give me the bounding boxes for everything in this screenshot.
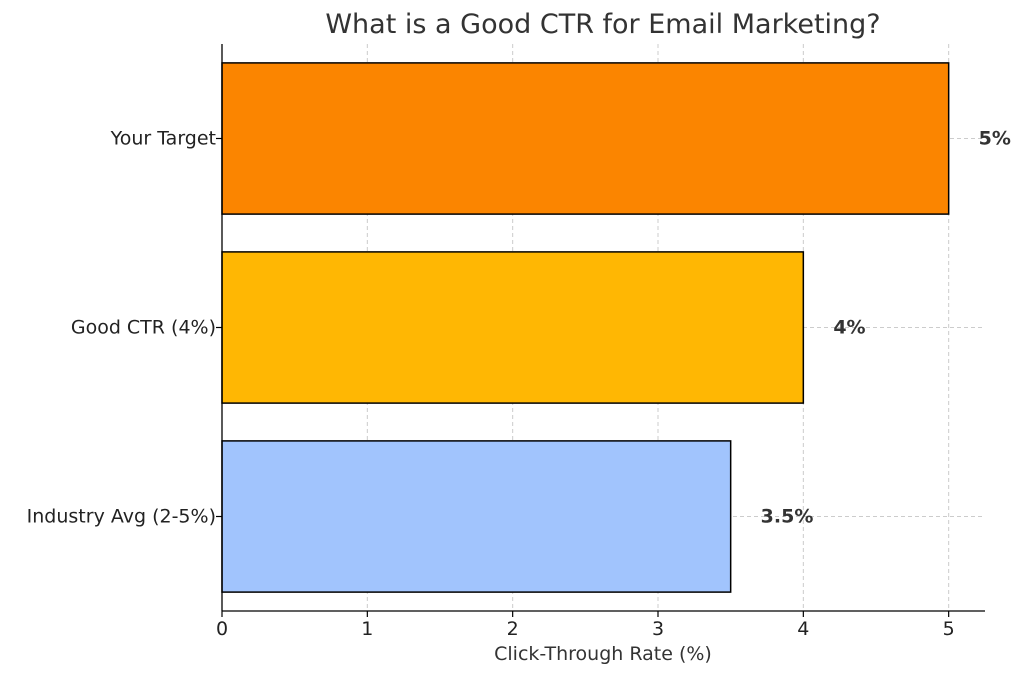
x-tick-label: 4	[797, 618, 809, 640]
axes	[216, 44, 985, 617]
labels: 3.5% Industry Avg (2-5%) 4% Good CTR (4%) 5%…	[27, 128, 1011, 641]
bar	[221, 251, 805, 404]
x-tick-label: 2	[507, 618, 519, 640]
x-tick-label: 3	[652, 618, 664, 640]
bar	[221, 440, 732, 593]
bar-value-label: 5%	[979, 128, 1011, 150]
bar	[221, 62, 950, 215]
y-tick-label: Good CTR (4%)	[71, 317, 216, 339]
x-tick-label: 0	[216, 618, 228, 640]
y-tick-label: Your Target	[110, 128, 216, 150]
x-axis-label: Click-Through Rate (%)	[494, 643, 712, 665]
chart-title: What is a Good CTR for Email Marketing?	[325, 9, 880, 40]
bars	[221, 62, 950, 593]
bar-value-label: 3.5%	[761, 506, 814, 528]
x-tick-label: 5	[943, 618, 955, 640]
y-tick-label: Industry Avg (2-5%)	[27, 506, 216, 528]
bar-value-label: 4%	[833, 317, 865, 339]
x-tick-label: 1	[361, 618, 373, 640]
